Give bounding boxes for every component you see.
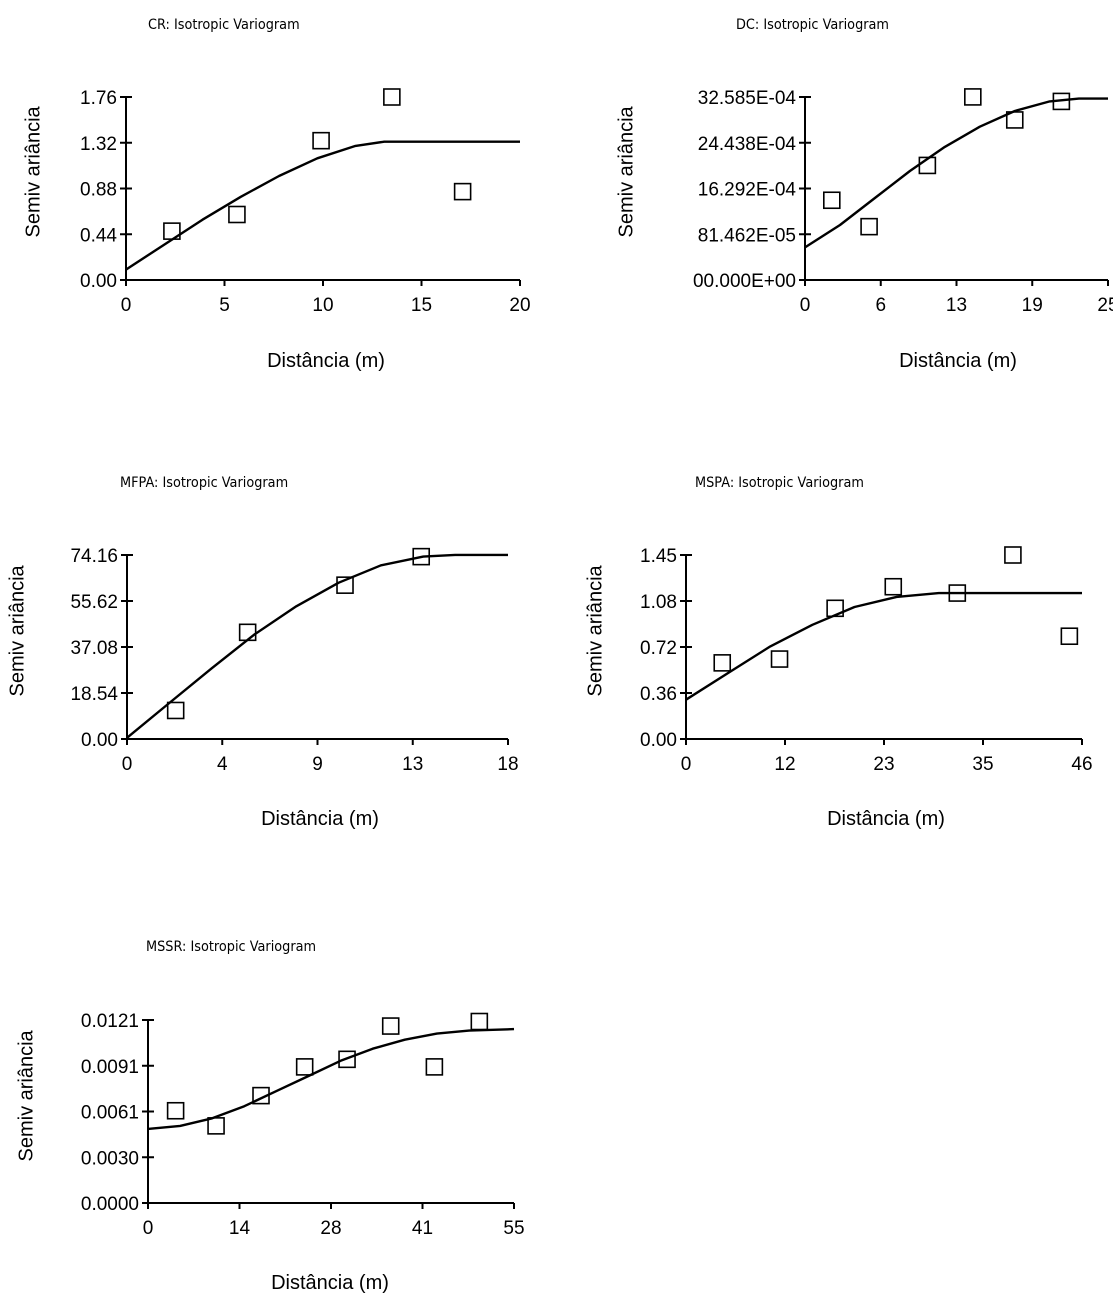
y-tick-label: 81.462E-05	[698, 225, 796, 246]
x-tick-label: 23	[873, 754, 894, 775]
data-point	[770, 650, 789, 668]
data-point	[336, 576, 354, 594]
data-point	[826, 599, 844, 618]
x-tick-label: 14	[229, 1218, 251, 1239]
x-tick-label: 28	[320, 1218, 341, 1239]
data-point	[860, 217, 878, 236]
y-tick-label: 1.32	[80, 134, 117, 155]
y-tick-label: 0.00	[80, 271, 117, 292]
data-point	[228, 205, 246, 224]
data-point	[823, 191, 841, 210]
y-tick-label: 55.62	[70, 592, 118, 613]
y-tick-label: 00.000E+00	[693, 271, 796, 292]
x-tick-label: 13	[402, 754, 423, 775]
data-point	[166, 701, 185, 720]
data-point	[207, 1117, 225, 1135]
data-point	[163, 222, 181, 240]
x-tick-label: 19	[1022, 295, 1043, 316]
chart-title: MSSR: Isotropic Variogram	[146, 939, 317, 955]
x-tick-label: 13	[946, 295, 967, 316]
chart-title: DC: Isotropic Variogram	[736, 17, 889, 33]
x-axis-label: Distância (m)	[827, 808, 945, 830]
x-tick-label: 10	[312, 295, 333, 316]
data-point	[964, 88, 982, 106]
x-axis-label: Distância (m)	[261, 808, 379, 830]
x-tick-label: 35	[972, 754, 993, 775]
x-tick-label: 18	[497, 754, 518, 775]
chart-title: MFPA: Isotropic Variogram	[120, 475, 289, 491]
x-tick-label: 46	[1071, 754, 1092, 775]
y-tick-label: 0.72	[640, 638, 677, 659]
x-tick-label: 20	[509, 295, 530, 316]
data-point	[425, 1058, 444, 1076]
data-point	[1052, 92, 1071, 111]
data-point	[338, 1050, 356, 1069]
data-point	[884, 577, 903, 596]
data-point	[1004, 546, 1022, 564]
x-tick-label: 4	[217, 754, 228, 775]
y-tick-label: 0.0091	[81, 1057, 139, 1078]
y-tick-label: 0.00	[640, 730, 677, 751]
model-curve	[125, 140, 520, 271]
data-point	[412, 547, 431, 566]
y-tick-label: 1.76	[80, 88, 117, 109]
model-curve	[126, 553, 508, 739]
x-tick-label: 15	[411, 295, 432, 316]
x-axis-label: Distância (m)	[267, 350, 385, 372]
model-curve	[147, 1027, 515, 1131]
y-tick-label: 0.0121	[81, 1011, 139, 1032]
data-point	[1060, 627, 1079, 646]
y-tick-label: 0.0061	[81, 1103, 139, 1124]
chart-title: MSPA: Isotropic Variogram	[695, 475, 864, 491]
data-point	[381, 1017, 400, 1035]
data-point	[238, 623, 257, 642]
data-point	[453, 182, 472, 201]
data-point	[166, 1101, 185, 1120]
y-tick-label: 37.08	[70, 638, 118, 659]
y-tick-label: 32.585E-04	[698, 88, 797, 109]
y-tick-label: 0.88	[80, 180, 117, 201]
y-tick-label: 0.0030	[81, 1148, 139, 1169]
data-point	[383, 88, 401, 106]
y-tick-label: 1.08	[640, 592, 677, 613]
data-point	[252, 1086, 270, 1105]
y-tick-label: 0.0000	[81, 1194, 139, 1215]
x-axis-label: Distância (m)	[271, 1272, 389, 1294]
x-tick-label: 5	[219, 295, 230, 316]
y-tick-label: 0.36	[640, 684, 677, 705]
x-tick-label: 0	[800, 295, 811, 316]
x-tick-label: 0	[122, 754, 133, 775]
y-tick-label: 74.16	[70, 546, 118, 567]
y-tick-label: 0.44	[80, 225, 117, 246]
model-curve	[804, 97, 1108, 249]
x-tick-label: 41	[412, 1218, 433, 1239]
chart-title: CR: Isotropic Variogram	[148, 17, 300, 33]
x-tick-label: 0	[143, 1218, 154, 1239]
data-point	[948, 584, 967, 602]
y-tick-label: 18.54	[70, 684, 118, 705]
x-tick-label: 55	[503, 1218, 524, 1239]
y-tick-label: 0.00	[81, 730, 118, 751]
x-axis-label: Distância (m)	[899, 350, 1017, 372]
x-tick-label: 0	[681, 754, 692, 775]
y-tick-label: 1.45	[640, 546, 677, 567]
y-tick-label: 24.438E-04	[698, 134, 797, 155]
data-point	[1005, 111, 1024, 129]
data-point	[470, 1012, 489, 1031]
x-tick-label: 6	[875, 295, 886, 316]
x-tick-label: 25	[1097, 295, 1113, 316]
x-tick-label: 0	[121, 295, 132, 316]
x-tick-label: 9	[312, 754, 323, 775]
y-tick-label: 16.292E-04	[698, 180, 797, 201]
data-point	[918, 156, 937, 175]
data-point	[713, 654, 732, 672]
data-point	[295, 1058, 314, 1076]
data-point	[312, 131, 330, 150]
x-tick-label: 12	[774, 754, 795, 775]
